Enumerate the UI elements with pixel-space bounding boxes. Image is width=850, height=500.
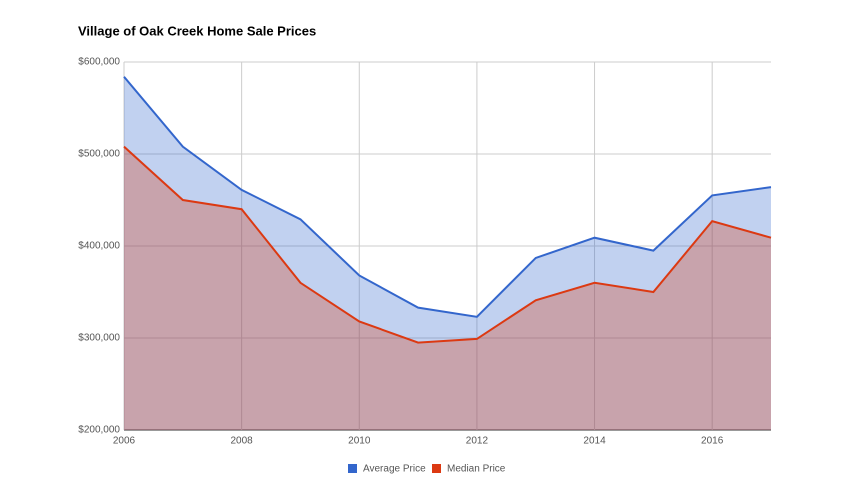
legend-label: Median Price bbox=[447, 464, 506, 475]
y-tick-label: $200,000 bbox=[78, 425, 120, 436]
y-tick-label: $300,000 bbox=[78, 333, 120, 344]
y-tick-label: $500,000 bbox=[78, 149, 120, 160]
y-tick-label: $600,000 bbox=[78, 57, 120, 68]
chart-title: Village of Oak Creek Home Sale Prices bbox=[78, 23, 316, 38]
area-fill bbox=[124, 146, 771, 430]
x-tick-label: 2008 bbox=[231, 436, 254, 447]
area-fill bbox=[124, 76, 771, 430]
x-tick-label: 2014 bbox=[583, 436, 606, 447]
legend-swatch bbox=[432, 464, 441, 473]
line bbox=[123, 76, 772, 318]
x-tick-label: 2012 bbox=[466, 436, 489, 447]
y-tick-label: $400,000 bbox=[78, 241, 120, 252]
legend-swatch bbox=[348, 464, 357, 473]
line bbox=[123, 145, 772, 344]
legend-label: Average Price bbox=[363, 464, 426, 475]
x-tick-label: 2016 bbox=[701, 436, 724, 447]
x-tick-label: 2010 bbox=[348, 436, 371, 447]
x-tick-label: 2006 bbox=[113, 436, 136, 447]
